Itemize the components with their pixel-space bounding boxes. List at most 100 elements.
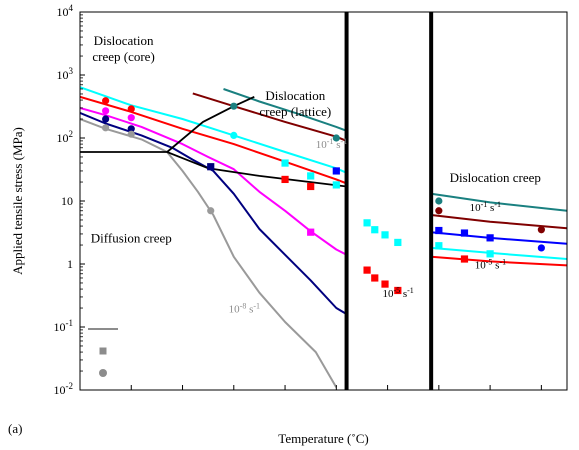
- model-line-0: [223, 88, 347, 132]
- rate-base: 10: [382, 288, 394, 300]
- study-point-16: [281, 175, 289, 184]
- y-tick-exponent: 4: [69, 3, 74, 13]
- rate-unit-exponent: -1: [341, 137, 348, 146]
- region-label-line: Dislocation: [265, 88, 325, 103]
- study-point-20: [363, 219, 371, 227]
- study-point-31: [460, 229, 469, 237]
- x-axis-label: Temperature (˚C): [278, 431, 368, 446]
- study-point-14: [332, 181, 340, 189]
- literature-point-2: [102, 97, 110, 105]
- model-line-6: [80, 118, 338, 388]
- model-line-8: [431, 214, 567, 230]
- rate-unit-exponent: -1: [494, 200, 501, 209]
- model-line-5: [80, 111, 348, 315]
- study-point-13: [307, 172, 315, 180]
- model-line-11: [431, 255, 567, 267]
- rate-exponent: -8: [240, 301, 247, 310]
- y-tick-base: 10: [57, 131, 69, 145]
- study-point-21: [371, 226, 379, 234]
- literature-point-4: [102, 107, 110, 115]
- rate-exponent: -5: [486, 257, 493, 266]
- literature-point-36: [537, 226, 545, 234]
- y-tick-exponent: 2: [69, 129, 74, 139]
- rate-base: 10: [475, 259, 487, 271]
- y-axis-label: Applied tensile stress (MPa): [10, 127, 25, 275]
- study-point-15: [332, 167, 340, 175]
- study-point-30: [435, 226, 443, 235]
- rate-base: 10: [229, 303, 241, 315]
- region-label-line: creep (core): [92, 49, 154, 64]
- rate-unit-exponent: -1: [253, 301, 260, 310]
- rate-unit: s: [398, 207, 405, 219]
- region-label-3: Dislocation creep: [450, 170, 541, 185]
- literature-point-1: [332, 134, 340, 142]
- rate-exponent: -1: [327, 137, 334, 146]
- y-tick-base: 10: [54, 383, 66, 397]
- legend-square-swatch: [99, 347, 107, 355]
- y-tick-label: 10: [61, 194, 73, 208]
- strain-rate-label-2: 10-4 s-1: [380, 205, 411, 219]
- literature-point-5: [127, 114, 135, 122]
- region-label-1: Dislocation creep (lattice): [259, 88, 331, 119]
- phase-layer: [344, 12, 434, 390]
- study-point-26: [381, 280, 389, 288]
- strain-rate-label-5: 10-5 s-1: [475, 257, 506, 271]
- study-point-33: [435, 242, 443, 250]
- rate-base: 10: [316, 139, 328, 151]
- region-label-line: creep (lattice): [259, 104, 331, 119]
- region-label-0: Dislocation creep (core): [92, 33, 154, 64]
- study-point-34: [486, 250, 494, 258]
- region-label-2: Diffusion creep: [91, 230, 172, 245]
- rate-exponent: -4: [391, 205, 398, 214]
- study-point-22: [381, 231, 389, 239]
- y-tick-exponent: 3: [69, 66, 74, 76]
- literature-point-9: [127, 130, 135, 138]
- study-point-19: [207, 163, 215, 171]
- study-point-17: [307, 182, 315, 191]
- marker-layer: [102, 97, 545, 295]
- y-tick-label: 104: [57, 3, 74, 19]
- y-tick-exponent: -1: [66, 318, 74, 328]
- y-tick-base: 10: [54, 320, 66, 334]
- literature-point-29: [435, 207, 443, 215]
- model-line-7: [431, 192, 567, 212]
- region-label-line: Diffusion creep: [91, 230, 172, 245]
- y-tick-label: 102: [57, 129, 74, 145]
- y-tick-base: 1: [67, 257, 73, 271]
- y-tick-label: 10-2: [54, 381, 74, 397]
- literature-point-3: [127, 105, 135, 113]
- literature-point-11: [207, 207, 215, 215]
- strain-rate-label-3: 10-5 s-1: [382, 286, 413, 300]
- literature-point-10: [230, 131, 238, 139]
- study-point-24: [363, 266, 371, 274]
- literature-point-8: [102, 124, 110, 132]
- rate-exponent: -5: [393, 286, 400, 295]
- study-point-12: [281, 159, 289, 167]
- study-point-25: [371, 274, 379, 282]
- rate-unit: s: [487, 202, 494, 214]
- rate-exponent: -1: [481, 200, 488, 209]
- rate-unit-exponent: -1: [407, 286, 414, 295]
- legend: [88, 328, 118, 377]
- panel-label: (a): [8, 421, 22, 436]
- literature-point-0: [230, 102, 238, 110]
- y-tick-base: 10: [57, 68, 69, 82]
- rate-unit: s: [333, 139, 340, 151]
- strain-rate-label-1: 10-8 s-1: [229, 301, 260, 315]
- strain-rate-label-0: 10-1 s-1: [316, 137, 347, 151]
- study-point-35: [460, 255, 469, 263]
- y-tick-label: 10-1: [54, 318, 74, 334]
- mechanism-boundary-1: [166, 95, 255, 153]
- study-point-23: [394, 238, 402, 247]
- rate-unit: s: [246, 303, 253, 315]
- study-point-27: [394, 286, 402, 295]
- study-point-32: [486, 234, 494, 242]
- literature-point-6: [102, 115, 110, 123]
- rate-unit: s: [400, 288, 407, 300]
- y-tick-base: 10: [61, 194, 73, 208]
- rate-base: 10: [380, 207, 392, 219]
- literature-point-7: [127, 125, 135, 133]
- y-tick-label: 103: [57, 66, 74, 82]
